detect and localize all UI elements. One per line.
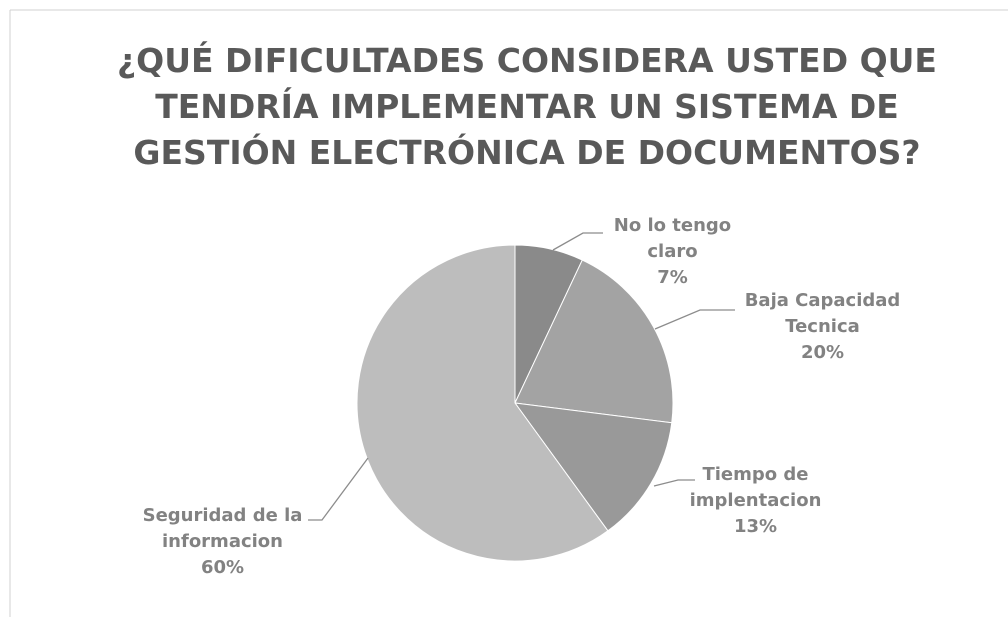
pie-slice xyxy=(514,259,674,424)
value-label: 7% xyxy=(657,267,688,288)
leader-line xyxy=(654,309,735,330)
leader-line xyxy=(308,457,369,521)
leader-line xyxy=(653,479,695,487)
chart-title: ¿QUÉ DIFICULTADES CONSIDERA USTED QUE TE… xyxy=(117,41,937,172)
value-label: 60% xyxy=(200,557,245,578)
category-label: No lo tengo claro xyxy=(613,215,732,262)
category-label: Tiempo de implentacion xyxy=(689,464,822,511)
value-label: 13% xyxy=(733,516,778,537)
category-label: Baja Capacidad Tecnica xyxy=(744,290,901,337)
data-label: Baja Capacidad Tecnica 20% xyxy=(725,288,920,366)
pie-slice xyxy=(356,244,609,562)
category-label: Seguridad de la informacion xyxy=(142,505,303,552)
pie-slice xyxy=(513,402,673,532)
data-label: Tiempo de implentacion 13% xyxy=(678,462,833,540)
leader-line xyxy=(552,232,603,251)
data-label: No lo tengo claro 7% xyxy=(600,213,745,291)
data-label: Seguridad de la informacion 60% xyxy=(125,503,320,581)
value-label: 20% xyxy=(800,342,845,363)
